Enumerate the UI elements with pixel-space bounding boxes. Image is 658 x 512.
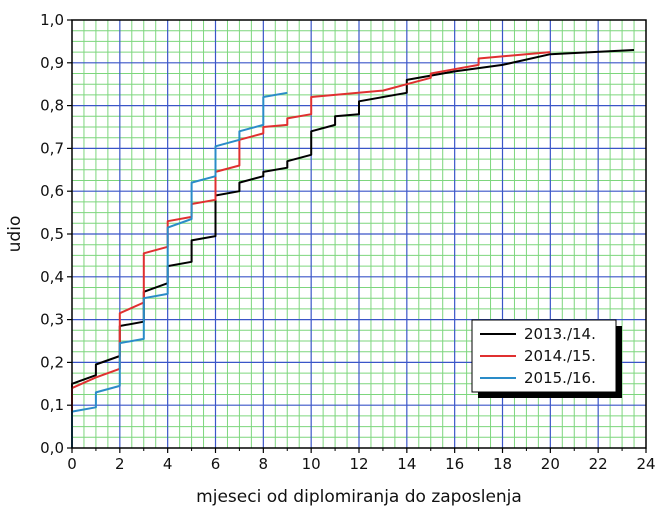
x-tick-label: 22 xyxy=(589,455,608,473)
legend-label-0: 2013./14. xyxy=(524,325,596,343)
x-tick-label: 24 xyxy=(636,455,655,473)
y-tick-label: 0,9 xyxy=(40,54,64,72)
y-tick-label: 0,1 xyxy=(40,396,64,414)
series-line-0 xyxy=(71,49,635,448)
legend: 2013./14. 2014./15. 2015./16. xyxy=(471,319,622,398)
x-tick-label: 8 xyxy=(259,455,269,473)
x-tick-label: 6 xyxy=(211,455,221,473)
y-tick-label: 0,0 xyxy=(40,439,64,457)
x-tick-label: 16 xyxy=(445,455,464,473)
legend-label-2: 2015./16. xyxy=(524,369,596,387)
x-tick-label: 18 xyxy=(493,455,512,473)
y-tick-label: 0,8 xyxy=(40,97,64,115)
axis-ticks: 0 2 4 6 8 10 12 14 16 18 20 22 240,00,10,20,30,40,50… xyxy=(40,11,655,473)
series-line-1 xyxy=(71,51,551,448)
x-axis-label: mjeseci od diplomiranja do zaposlenja xyxy=(196,487,522,507)
y-tick-label: 0,3 xyxy=(40,311,64,329)
legend-label-1: 2014./15. xyxy=(524,347,596,365)
y-tick-label: 0,2 xyxy=(40,353,64,371)
x-tick-label: 12 xyxy=(349,455,368,473)
grid xyxy=(72,20,646,448)
x-tick-label: 0 xyxy=(67,455,77,473)
y-tick-label: 0,4 xyxy=(40,268,64,286)
x-tick-label: 20 xyxy=(541,455,560,473)
series-lines xyxy=(71,49,635,448)
y-tick-label: 0,6 xyxy=(40,182,64,200)
y-tick-label: 0,5 xyxy=(40,225,64,243)
y-axis-label: udio xyxy=(5,216,25,253)
y-tick-label: 0,7 xyxy=(40,139,64,157)
x-tick-label: 2 xyxy=(115,455,125,473)
x-tick-label: 10 xyxy=(302,455,321,473)
x-tick-label: 4 xyxy=(163,455,173,473)
x-tick-label: 14 xyxy=(397,455,416,473)
y-tick-label: 1,0 xyxy=(40,11,64,29)
series-line-2 xyxy=(71,91,288,448)
